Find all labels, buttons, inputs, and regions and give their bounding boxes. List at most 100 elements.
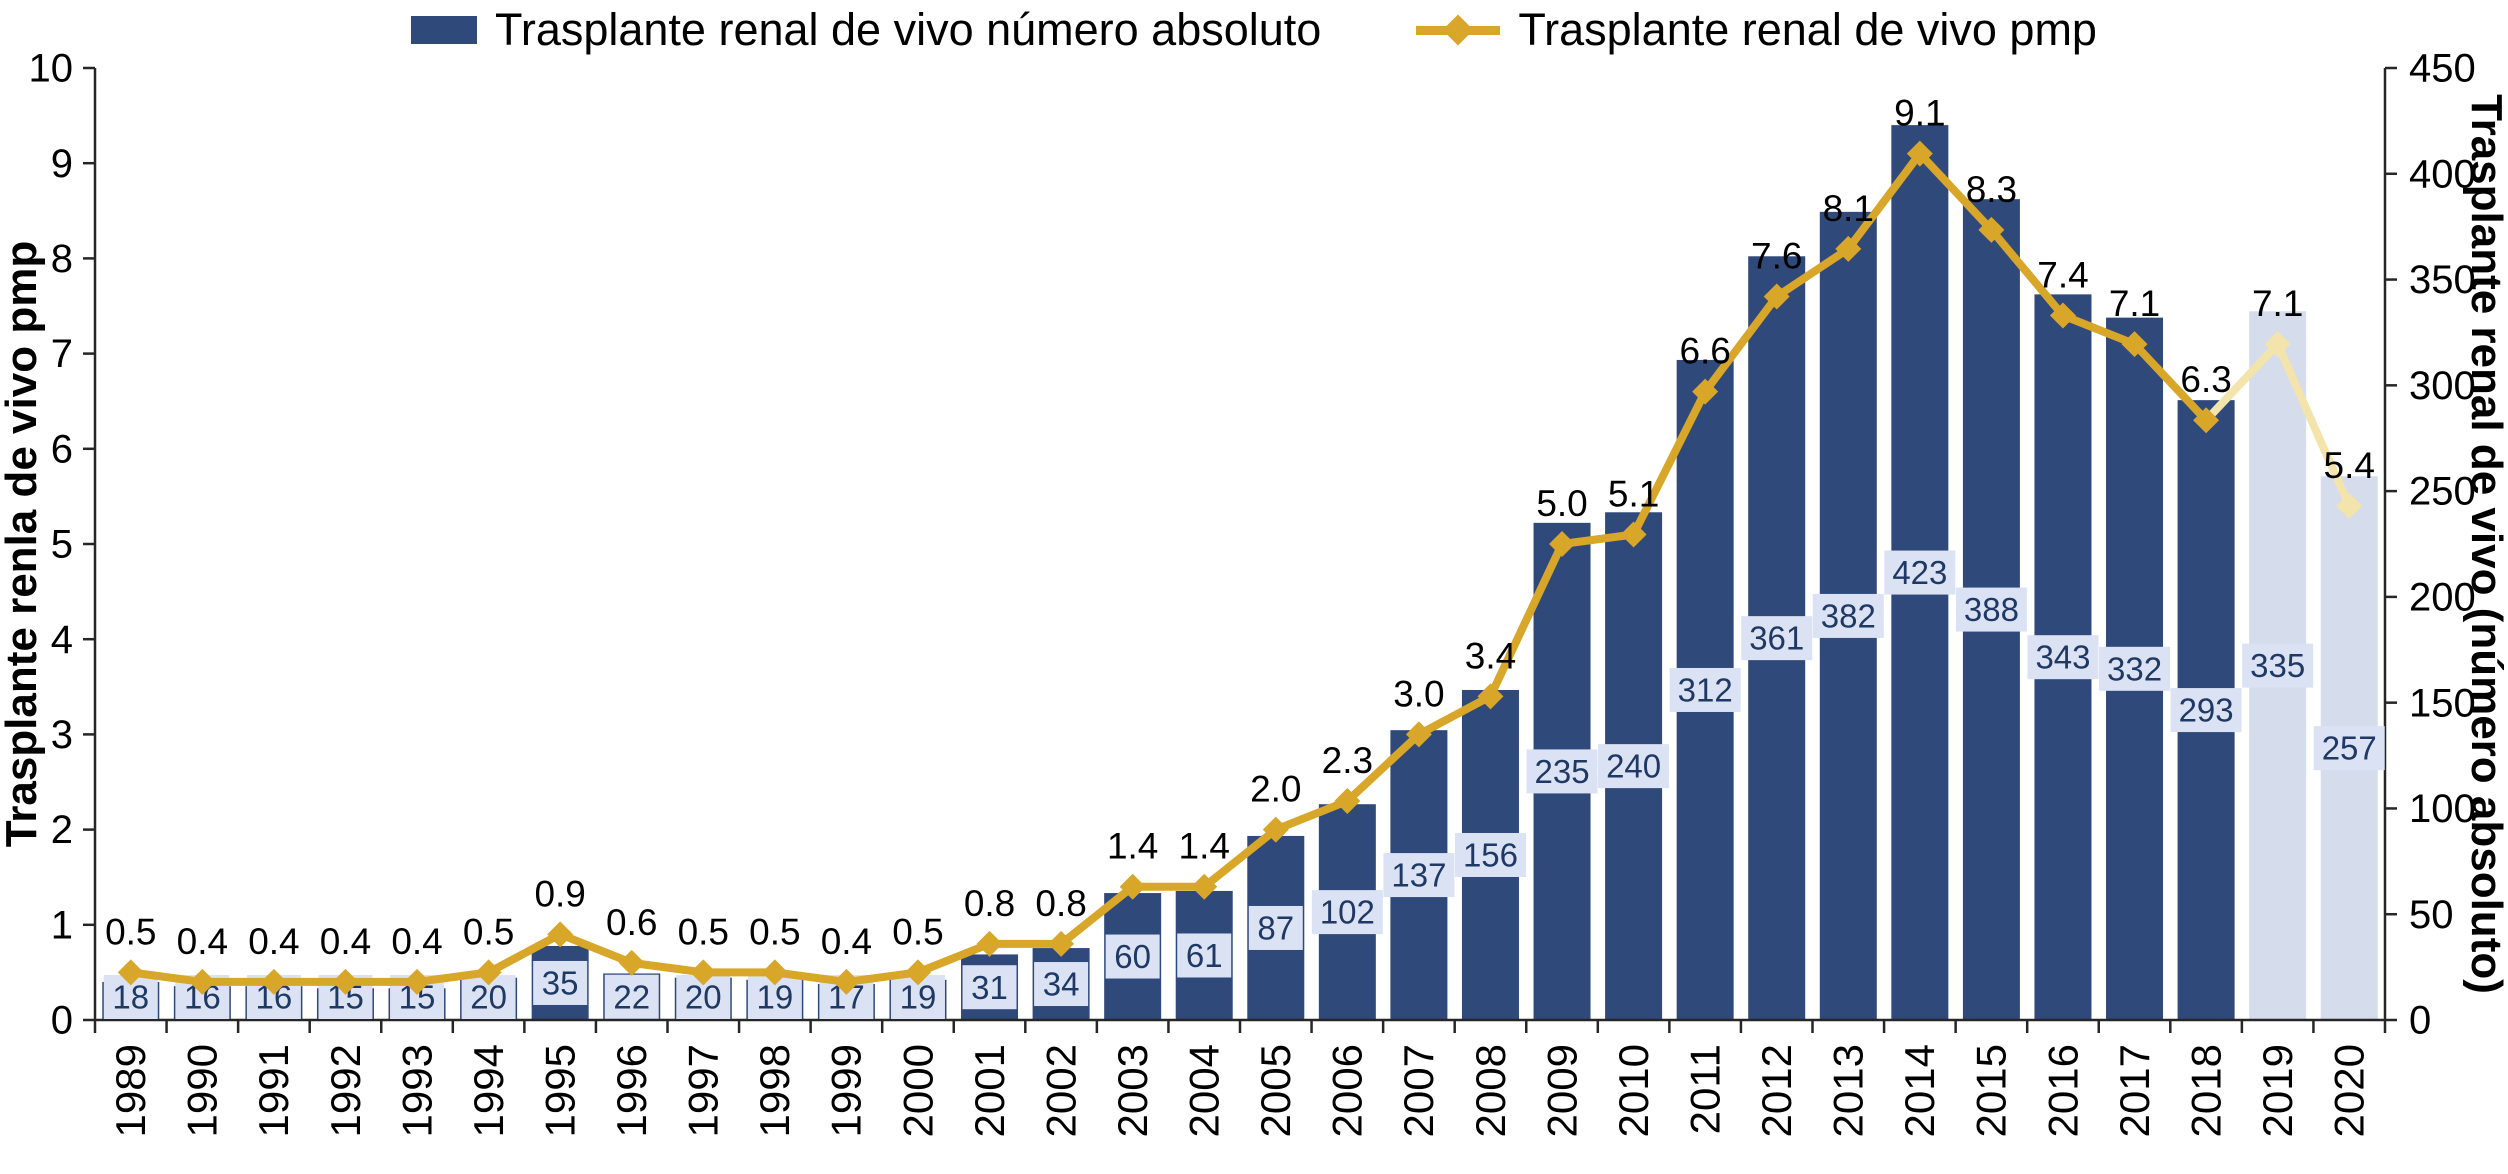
pmp-label-2020: 5.4 <box>2324 445 2375 486</box>
bar-value-label-1995: 35 <box>542 965 579 1002</box>
pmp-label-1999: 0.4 <box>821 921 872 962</box>
bar-value-box <box>1105 934 1160 979</box>
x-axis-label-1991: 1991 <box>250 1044 297 1137</box>
x-axis-label-2008: 2008 <box>1467 1044 1514 1137</box>
x-axis-label-2019: 2019 <box>2254 1044 2301 1137</box>
bar-value-label-2018: 293 <box>2179 692 2234 729</box>
pmp-label-2010: 5.1 <box>1608 473 1659 514</box>
marker-1990 <box>189 968 216 995</box>
pmp-label-2006: 2.3 <box>1322 740 1373 781</box>
pmp-label-1998: 0.5 <box>749 911 800 952</box>
marker-2013 <box>1835 235 1862 262</box>
right-axis-tick-label: 450 <box>2409 47 2476 91</box>
x-axis-label-2006: 2006 <box>1324 1044 1371 1137</box>
x-axis-label-1993: 1993 <box>393 1044 440 1137</box>
x-axis-label-1998: 1998 <box>751 1044 798 1137</box>
pmp-label-1991: 0.4 <box>248 921 299 962</box>
bar-value-box <box>1669 667 1741 712</box>
marker-2003 <box>1119 873 1146 900</box>
bar-value-label-2012: 361 <box>1749 620 1804 657</box>
x-axis-label-2002: 2002 <box>1037 1044 1084 1137</box>
x-axis-label-2007: 2007 <box>1395 1044 1442 1137</box>
marker-2012 <box>1763 283 1790 310</box>
x-axis-label-2015: 2015 <box>1968 1044 2015 1137</box>
marker-2010 <box>1620 521 1647 548</box>
marker-1996 <box>618 949 645 976</box>
pmp-label-1989: 0.5 <box>105 911 156 952</box>
x-axis-label-2001: 2001 <box>966 1044 1013 1137</box>
x-axis-label-1995: 1995 <box>536 1044 583 1137</box>
x-axis-label-2013: 2013 <box>1825 1044 1872 1137</box>
pmp-label-2000: 0.5 <box>892 911 943 952</box>
bar-value-label-2007: 137 <box>1391 857 1446 894</box>
marker-2014 <box>1906 140 1933 167</box>
pmp-label-2014: 9.1 <box>1894 93 1945 134</box>
bar-value-box <box>1248 905 1303 950</box>
bar-value-label-2005: 87 <box>1257 910 1294 947</box>
pmp-label-1990: 0.4 <box>177 921 228 962</box>
x-axis-label-1994: 1994 <box>465 1044 512 1137</box>
x-axis-label-2016: 2016 <box>2039 1044 2086 1137</box>
bar-value-box <box>1383 853 1455 898</box>
pmp-line <box>126 149 2211 986</box>
left-axis-tick-label: 9 <box>51 142 73 186</box>
right-axis-tick-label: 200 <box>2409 575 2476 619</box>
right-axis-tick-label: 150 <box>2409 681 2476 725</box>
marker-2009 <box>1549 531 1576 557</box>
bar-value-box <box>1741 616 1813 661</box>
pmp-label-1992: 0.4 <box>320 921 371 962</box>
marker-1994 <box>475 959 502 986</box>
pmp-label-2016: 7.4 <box>2037 255 2088 296</box>
pmp-label-2005: 2.0 <box>1250 769 1301 810</box>
bar-value-label-2009: 235 <box>1535 753 1590 790</box>
bar-value-box <box>1311 890 1383 935</box>
marker-1998 <box>761 959 788 986</box>
marker-2015 <box>1978 216 2005 243</box>
marker-1995 <box>547 921 574 948</box>
bar-value-label-2008: 156 <box>1463 837 1518 874</box>
bar-value-box <box>962 965 1017 1010</box>
left-axis-tick-label: 5 <box>51 523 73 567</box>
marker-1991 <box>260 968 287 995</box>
pmp-label-2007: 3.0 <box>1393 673 1444 714</box>
bar-value-label-2015: 388 <box>1964 591 2019 628</box>
bar-value-box <box>1454 832 1526 877</box>
bar-value-box <box>2242 643 2314 688</box>
pmp-label-2003: 1.4 <box>1107 826 1158 867</box>
right-axis-tick-label: 0 <box>2409 999 2431 1043</box>
marker-2011 <box>1692 378 1719 405</box>
bar-value-label-1996: 22 <box>613 978 650 1015</box>
x-axis-label-2004: 2004 <box>1180 1044 1227 1137</box>
bar-value-box <box>533 960 588 1005</box>
bar-value-label-2002: 34 <box>1043 966 1080 1003</box>
pmp-label-2009: 5.0 <box>1536 483 1587 524</box>
bar-value-label-2014: 423 <box>1892 554 1947 591</box>
right-axis-tick-label: 50 <box>2409 893 2454 937</box>
right-axis-tick-label: 350 <box>2409 258 2476 302</box>
marker-2008 <box>1477 683 1504 710</box>
marker-2001 <box>976 930 1003 957</box>
marker-2005 <box>1262 816 1289 843</box>
bar-value-label-2010: 240 <box>1606 748 1661 785</box>
pmp-label-2019: 7.1 <box>2252 283 2303 324</box>
bar-value-label-2004: 61 <box>1186 937 1223 974</box>
left-axis-tick-label: 2 <box>51 808 73 852</box>
left-axis-tick-label: 1 <box>51 903 73 947</box>
line-series-swatch <box>1416 14 1501 46</box>
legend-label-line: Trasplante renal de vivo pmp <box>1518 4 2097 55</box>
bar-value-label-2003: 60 <box>1114 938 1151 975</box>
bar-value-box <box>1598 744 1670 789</box>
pmp-label-2017: 7.1 <box>2109 283 2160 324</box>
x-axis-label-2005: 2005 <box>1252 1044 1299 1137</box>
pmp-label-2002: 0.8 <box>1035 883 1086 924</box>
marker-2006 <box>1334 788 1361 815</box>
bar-value-box <box>1177 933 1232 978</box>
marker-1999 <box>833 968 860 995</box>
pmp-label-1993: 0.4 <box>391 921 442 962</box>
x-axis-label-2011: 2011 <box>1681 1044 1728 1134</box>
legend: Trasplante renal de vivo número absoluto… <box>0 4 2508 56</box>
x-axis-label-2017: 2017 <box>2111 1044 2158 1137</box>
bar-value-label-2001: 31 <box>971 969 1008 1006</box>
marker-2016 <box>2049 302 2076 329</box>
pmp-label-2012: 7.6 <box>1751 235 1802 276</box>
